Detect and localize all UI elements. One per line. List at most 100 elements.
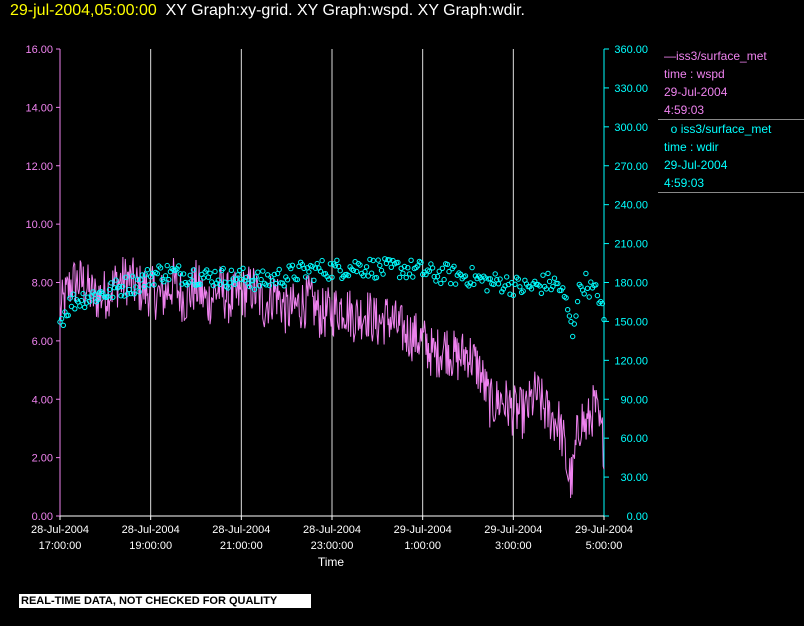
- wdir-point: [337, 268, 343, 274]
- wdir-point: [134, 276, 141, 282]
- wdir-point: [82, 304, 88, 311]
- wdir-point: [373, 274, 380, 281]
- legend-wdir-date: 29-Jul-2004: [664, 158, 728, 172]
- wdir-point: [157, 265, 164, 271]
- wdir-point: [332, 263, 338, 269]
- wdir-point: [408, 257, 414, 263]
- wdir-point: [138, 277, 144, 283]
- wdir-point: [502, 283, 508, 289]
- wdir-point: [581, 291, 587, 297]
- wdir-point: [207, 270, 213, 276]
- legend-wspd-time: 4:59:03: [664, 103, 705, 117]
- wdir-point: [129, 273, 136, 279]
- wdir-point: [255, 269, 261, 275]
- wdir-point: [479, 278, 485, 284]
- legend-wdir-name: o iss3/surface_met: [664, 122, 772, 136]
- x-tick-date: 29-Jul-2004: [484, 524, 542, 536]
- wdir-point: [431, 273, 437, 280]
- right-tick-label: 120.00: [614, 355, 648, 367]
- wdir-point: [396, 274, 403, 281]
- wdir-point: [410, 274, 416, 280]
- wdir-point: [246, 283, 253, 290]
- wdir-point: [260, 268, 266, 274]
- wdir-point: [560, 285, 566, 291]
- right-tick-label: 0.00: [627, 511, 648, 523]
- wdir-point: [499, 289, 505, 295]
- wdir-point: [451, 263, 457, 269]
- wdir-point: [78, 297, 85, 304]
- wdir-point: [363, 264, 370, 270]
- wdir-point: [517, 284, 523, 290]
- wdir-point: [108, 280, 114, 286]
- wdir-point: [113, 277, 119, 283]
- wdir-point: [65, 312, 71, 318]
- wdir-point: [446, 268, 452, 275]
- wdir-point: [377, 262, 383, 269]
- wdir-point: [222, 279, 228, 285]
- wdir-point: [504, 274, 510, 280]
- wdir-point: [151, 282, 157, 288]
- wdir-point: [116, 284, 123, 290]
- wdir-point: [566, 313, 573, 319]
- wdir-point: [124, 291, 131, 297]
- wdir-point: [58, 316, 65, 322]
- wdir-point: [190, 267, 197, 273]
- wdir-point: [258, 276, 264, 283]
- wdir-point: [243, 274, 250, 281]
- title-timestamp: 29-jul-2004,05:00:00: [10, 2, 157, 19]
- wdir-point: [233, 276, 240, 283]
- wdir-point: [441, 276, 447, 283]
- wdir-point: [266, 282, 273, 289]
- wdir-point: [387, 257, 393, 263]
- wdir-point: [543, 286, 549, 292]
- wdir-point: [551, 275, 558, 281]
- wdir-point: [311, 277, 317, 283]
- wdir-point: [388, 264, 394, 270]
- x-tick-time: 3:00:00: [495, 540, 532, 552]
- wdir-point: [520, 288, 526, 294]
- wdir-point: [319, 257, 325, 264]
- wdir-point: [593, 282, 599, 288]
- wdir-point: [357, 262, 363, 268]
- left-tick-label: 0.00: [32, 511, 53, 523]
- wdir-point: [571, 321, 577, 327]
- wdir-point: [91, 291, 98, 298]
- wdir-point: [111, 285, 118, 291]
- wdir-point: [573, 313, 579, 319]
- wdir-point: [232, 281, 238, 287]
- wdir-point: [164, 262, 170, 269]
- wspd-line: [59, 256, 605, 499]
- wdir-point: [154, 270, 161, 277]
- wdir-point: [415, 263, 421, 269]
- left-tick-label: 6.00: [32, 336, 53, 348]
- wdir-point: [143, 272, 149, 278]
- line-swatch: —: [664, 49, 676, 63]
- wdir-point: [507, 291, 513, 297]
- wdir-point: [161, 279, 167, 285]
- wdir-point: [123, 274, 129, 280]
- wdir-point: [289, 262, 296, 268]
- wdir-point: [250, 277, 256, 284]
- wdir-point: [515, 276, 521, 282]
- quality-disclaimer: REAL-TIME DATA, NOT CHECKED FOR QUALITY: [19, 594, 311, 608]
- wdir-point: [189, 278, 195, 284]
- right-tick-label: 180.00: [614, 278, 648, 290]
- wdir-point: [212, 268, 218, 275]
- x-tick-date: 28-Jul-2004: [122, 524, 180, 536]
- wdir-point: [329, 274, 335, 280]
- wdir-point: [60, 322, 66, 328]
- wdir-point: [141, 283, 147, 290]
- wdir-point: [367, 256, 373, 263]
- right-tick-label: 60.00: [620, 433, 648, 445]
- x-tick-date: 29-Jul-2004: [394, 524, 452, 536]
- wdir-series: [57, 256, 607, 340]
- wdir-point: [210, 282, 217, 289]
- wdir-point: [368, 270, 375, 276]
- wdir-point: [482, 275, 488, 281]
- wdir-point: [302, 274, 309, 280]
- wdir-point: [270, 278, 276, 284]
- wdir-point: [204, 267, 210, 273]
- wdir-point: [538, 290, 545, 296]
- wdir-point: [382, 256, 388, 262]
